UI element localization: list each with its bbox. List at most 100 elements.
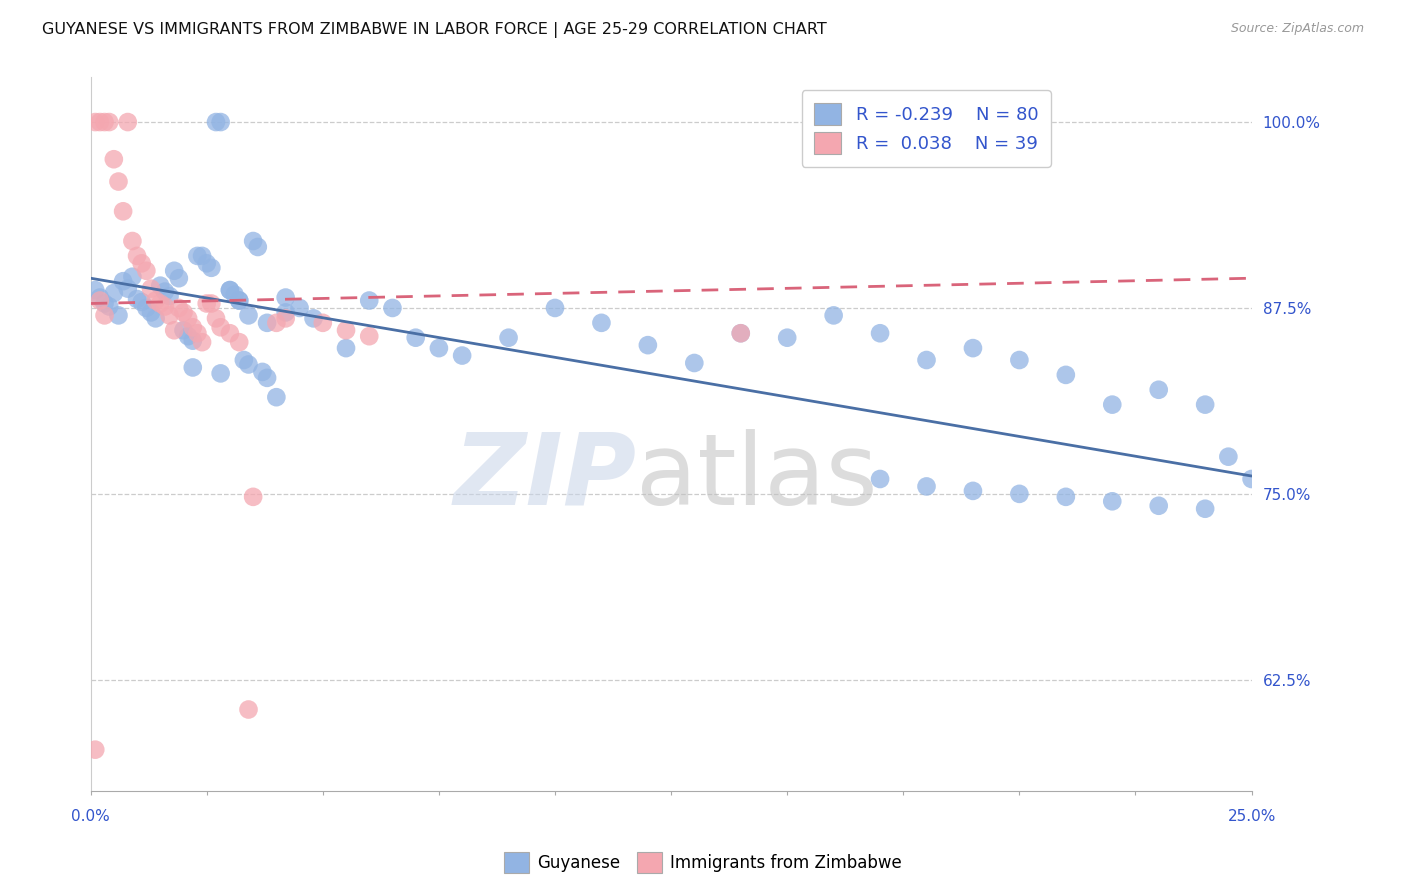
Point [163,323,186,337]
Point [159,309,181,323]
Point [167,301,190,315]
Point [427,341,450,355]
Text: 0.0%: 0.0% [72,809,110,824]
Point [177,311,200,326]
Point [107,309,129,323]
Point [219,283,242,297]
Point [103,286,125,301]
Point [93,115,115,129]
Legend: R = -0.239    N = 80, R =  0.038    N = 39: R = -0.239 N = 80, R = 0.038 N = 39 [801,90,1052,167]
Point [219,283,242,297]
Point [145,311,167,326]
Point [135,264,157,278]
Point [107,175,129,189]
Text: atlas: atlas [637,429,877,525]
Point [173,323,195,337]
Point [131,256,153,270]
Point [1194,398,1216,412]
Point [335,341,357,355]
Point [256,316,278,330]
Point [776,331,799,345]
Point [238,702,260,716]
Point [962,483,984,498]
Point [683,356,706,370]
Point [1194,501,1216,516]
Point [209,115,232,129]
Point [200,296,222,310]
Point [224,287,246,301]
Point [242,234,264,248]
Point [93,296,115,310]
Point [205,115,228,129]
Point [915,353,938,368]
Point [131,295,153,310]
Legend: Guyanese, Immigrants from Zimbabwe: Guyanese, Immigrants from Zimbabwe [498,846,908,880]
Point [191,249,214,263]
Point [112,274,135,288]
Point [405,331,427,345]
Point [84,115,107,129]
Point [89,293,111,308]
Point [869,472,891,486]
Point [84,283,107,297]
Point [498,331,520,345]
Point [200,260,222,275]
Point [117,282,139,296]
Point [823,309,845,323]
Point [125,249,148,263]
Point [381,301,404,315]
Point [544,301,567,315]
Point [153,285,176,299]
Point [167,271,190,285]
Point [335,323,357,337]
Point [121,234,143,248]
Point [159,289,181,303]
Point [242,490,264,504]
Point [163,264,186,278]
Point [274,305,297,319]
Point [195,256,218,270]
Point [191,335,214,350]
Point [84,742,107,756]
Point [228,293,250,308]
Point [869,326,891,341]
Point [153,300,176,314]
Point [1147,383,1170,397]
Point [246,240,269,254]
Point [962,341,984,355]
Point [195,296,218,310]
Point [730,326,752,341]
Point [112,204,135,219]
Point [228,293,250,308]
Point [266,390,288,404]
Text: Source: ZipAtlas.com: Source: ZipAtlas.com [1230,22,1364,36]
Point [451,349,474,363]
Point [173,305,195,319]
Point [359,293,381,308]
Point [93,309,115,323]
Point [186,326,208,341]
Point [256,371,278,385]
Point [1147,499,1170,513]
Point [103,153,125,167]
Point [1054,368,1077,382]
Point [181,334,204,348]
Point [177,329,200,343]
Point [125,292,148,306]
Point [181,320,204,334]
Point [288,301,311,315]
Text: ZIP: ZIP [453,429,637,525]
Point [139,305,162,319]
Point [359,329,381,343]
Point [149,296,172,310]
Point [121,269,143,284]
Point [98,300,121,314]
Point [1101,494,1123,508]
Point [205,311,228,326]
Point [238,309,260,323]
Point [1054,490,1077,504]
Point [274,311,297,326]
Point [209,367,232,381]
Point [302,311,325,326]
Point [228,335,250,350]
